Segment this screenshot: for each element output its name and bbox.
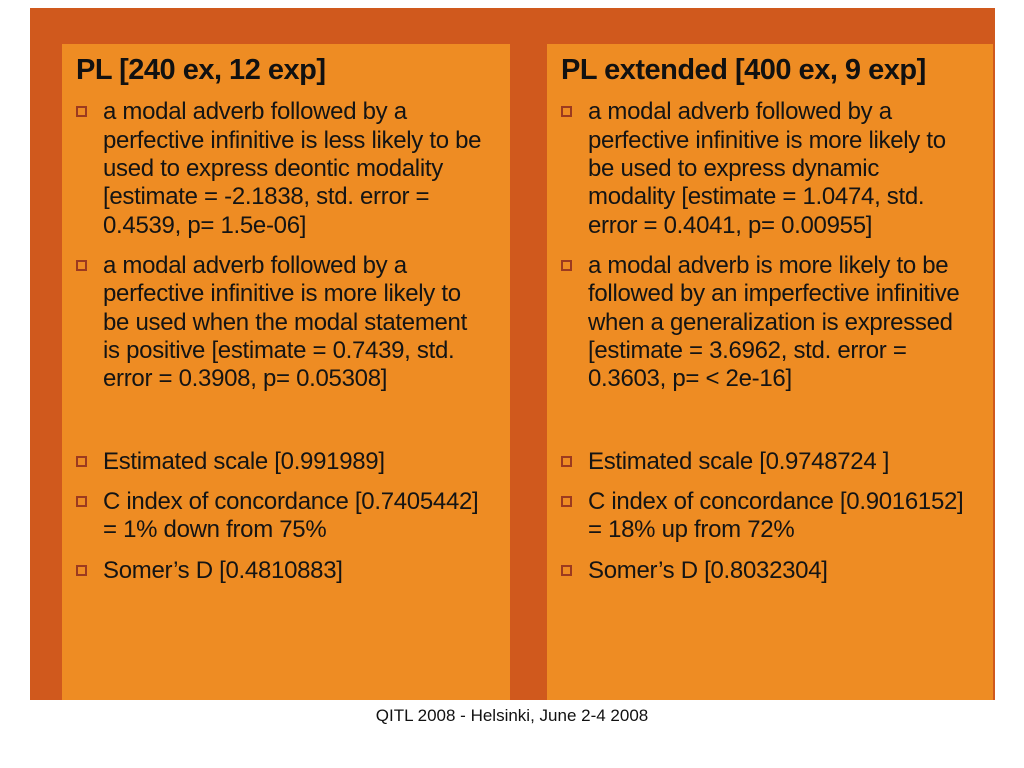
group-spacer	[74, 406, 484, 448]
bullet-item: a modal adverb followed by a perfective …	[74, 98, 484, 240]
bullet-item: C index of concordance [0.9016152] = 18%…	[559, 488, 967, 545]
bullet-square-icon	[561, 455, 572, 467]
slide-background: PL [240 ex, 12 exp] a modal adverb follo…	[30, 8, 995, 700]
bullet-text: C index of concordance [0.9016152] = 18%…	[588, 487, 964, 544]
bullet-square-icon	[561, 260, 572, 272]
slide-footer: QITL 2008 - Helsinki, June 2-4 2008	[375, 706, 649, 725]
bullet-item: Estimated scale [0.9748724 ]	[559, 448, 967, 476]
bullet-square-icon	[561, 564, 572, 576]
panel-pl: PL [240 ex, 12 exp] a modal adverb follo…	[62, 44, 510, 700]
panel-pl-extended-title: PL extended [400 ex, 9 exp]	[561, 54, 926, 86]
bullet-text: Estimated scale [0.9748724 ]	[588, 447, 890, 475]
bullet-square-icon	[76, 106, 87, 118]
panel-pl-title: PL [240 ex, 12 exp]	[76, 54, 326, 86]
bullet-text: a modal adverb is more likely to be foll…	[588, 252, 960, 393]
bullet-text: C index of concordance [0.7405442] = 1% …	[103, 487, 479, 544]
bullet-square-icon	[76, 495, 87, 507]
bullet-text: a modal adverb followed by a perfective …	[103, 252, 467, 393]
group-spacer	[559, 406, 967, 448]
bullet-item: a modal adverb followed by a perfective …	[559, 98, 967, 240]
bullet-item: C index of concordance [0.7405442] = 1% …	[74, 488, 484, 545]
bullet-text: Somer’s D [0.8032304]	[588, 556, 828, 584]
bullet-square-icon	[76, 455, 87, 467]
bullet-item: Somer’s D [0.4810883]	[74, 557, 484, 585]
bullet-item: a modal adverb is more likely to be foll…	[559, 252, 967, 394]
bullet-square-icon	[76, 564, 87, 576]
bullet-text: Somer’s D [0.4810883]	[103, 556, 343, 584]
bullet-text: a modal adverb followed by a perfective …	[588, 98, 946, 239]
bullet-square-icon	[561, 495, 572, 507]
bullet-item: a modal adverb followed by a perfective …	[74, 252, 484, 394]
bullet-square-icon	[561, 106, 572, 118]
bullet-text: Estimated scale [0.991989]	[103, 447, 385, 475]
bullet-item: Estimated scale [0.991989]	[74, 448, 484, 476]
bullet-square-icon	[76, 260, 87, 272]
panel-pl-extended: PL extended [400 ex, 9 exp] a modal adve…	[547, 44, 993, 700]
bullet-item: Somer’s D [0.8032304]	[559, 557, 967, 585]
bullet-text: a modal adverb followed by a perfective …	[103, 98, 482, 239]
